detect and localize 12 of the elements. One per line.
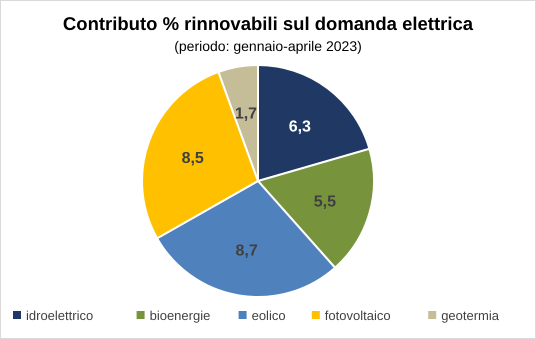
chart-title: Contributo % rinnovabili sul domanda elettrica	[62, 13, 474, 34]
chart-subtitle: (periodo: gennaio-aprile 2023)	[174, 38, 362, 54]
data-label: 1,7	[234, 105, 258, 122]
data-label: 6,3	[288, 118, 312, 136]
legend-label: geotermia	[441, 308, 500, 323]
data-label: 5,5	[314, 193, 336, 210]
data-label: 8,7	[236, 242, 258, 260]
legend-label: bioenergie	[150, 308, 210, 323]
legend-label: eolico	[252, 308, 286, 323]
legend-label: idroelettrico	[26, 308, 94, 323]
data-label: 8,5	[182, 150, 204, 167]
legend-label: fotovoltaico	[324, 308, 391, 323]
